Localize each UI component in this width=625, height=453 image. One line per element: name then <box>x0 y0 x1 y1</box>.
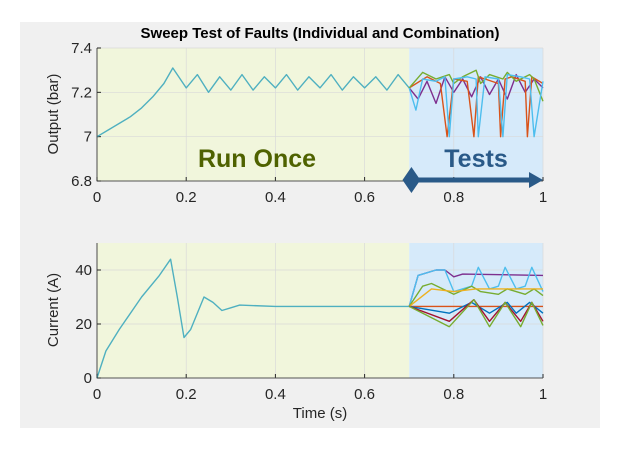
plot1-region-run-once <box>97 48 410 181</box>
plot1-axes-frame <box>96 48 543 182</box>
plot2-xtick-label: 1 <box>539 386 547 403</box>
plot2-series-line-6 <box>409 301 544 314</box>
plot1-xtick-label: 0.4 <box>265 189 286 206</box>
plot2-xtick-label: 0 <box>93 386 101 403</box>
plot1-xtick-label: 0.8 <box>443 189 464 206</box>
bottom-xlabel: Time (s) <box>293 405 347 422</box>
plot2-axes-frame <box>96 243 543 379</box>
plot2-series-line-8 <box>408 299 544 328</box>
plot2-region-run-once <box>97 243 410 378</box>
region-label-tests: Tests <box>444 145 507 173</box>
plot1-series-line-0 <box>96 67 410 138</box>
chart-title: Sweep Test of Faults (Individual and Com… <box>141 25 500 42</box>
tests-arrow-left-head <box>402 167 421 193</box>
plot1-xtick-label: 0.2 <box>176 189 197 206</box>
plot1-ytick-label: 6.8 <box>71 173 92 190</box>
plot2-ytick-label: 40 <box>75 262 92 279</box>
plot2-series-line-3 <box>408 282 544 307</box>
plot1-ytick-label: 7.2 <box>71 84 92 101</box>
plot2-xtick-label: 0.2 <box>176 386 197 403</box>
plot1-xtick-label: 1 <box>539 189 547 206</box>
plot1-series-line-3 <box>408 69 544 102</box>
plot1-ytick-label: 7.4 <box>71 40 92 57</box>
plot1-ytick-label: 7 <box>84 129 92 146</box>
bottom-ylabel: Current (A) <box>45 273 62 347</box>
top-ylabel: Output (bar) <box>45 74 62 155</box>
plot2-series-line-0 <box>96 258 410 379</box>
plot2-series-line-4 <box>408 288 543 307</box>
plot1-series-line-4 <box>408 73 544 138</box>
tests-arrow-right-head <box>529 172 543 188</box>
region-label-run-once: Run Once <box>198 145 316 173</box>
plot2-ytick-label: 0 <box>84 370 92 387</box>
plot1-xtick-label: 0.6 <box>354 189 375 206</box>
plot2-xtick-label: 0.4 <box>265 386 286 403</box>
plot2-xtick-label: 0.8 <box>443 386 464 403</box>
plot1-xtick-label: 0 <box>93 189 101 206</box>
plot2-series-line-2 <box>408 266 544 307</box>
plot2-xtick-label: 0.6 <box>354 386 375 403</box>
plot2-ytick-label: 20 <box>75 316 92 333</box>
